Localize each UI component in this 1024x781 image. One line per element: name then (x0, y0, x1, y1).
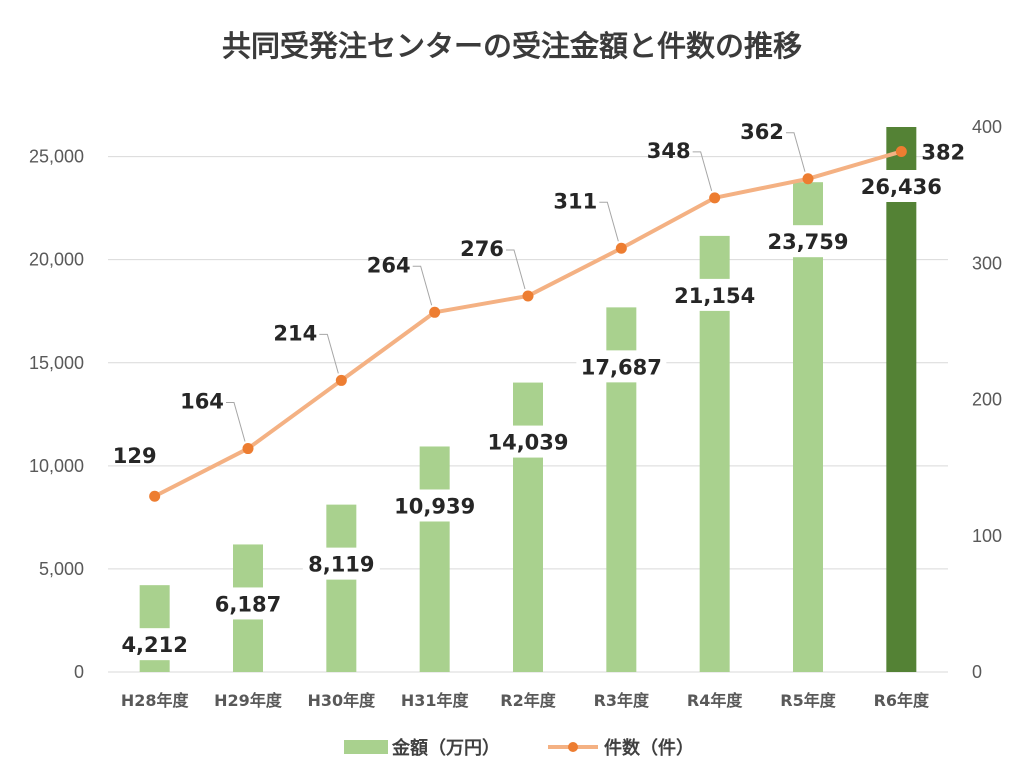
bar-data-label-bg (302, 547, 380, 580)
bar-data-label-bg (116, 628, 194, 661)
line-point (895, 146, 907, 158)
line-leader-lines (226, 132, 806, 442)
category-label: H29年度 (214, 691, 283, 710)
category-label: H31年度 (401, 691, 470, 710)
right-axis-tick-label: 300 (972, 253, 1002, 273)
bar (326, 504, 357, 672)
line-data-label: 214 (273, 321, 317, 345)
bar-data-label-bg (209, 587, 287, 620)
leader-line (506, 249, 526, 290)
line-point (149, 490, 161, 502)
bar-data-labels: 4,212 6,187 8,119 10,939 14,039 17,687 21,154 2… (116, 170, 947, 661)
bar (793, 182, 823, 672)
right-axis: 0 100 200 300 400 (972, 117, 1002, 682)
leader-line (226, 402, 246, 442)
line-point (709, 192, 721, 204)
bar-data-label: 6,187 (215, 592, 281, 616)
right-axis-tick-label: 0 (972, 662, 982, 682)
bar-data-label: 26,436 (861, 175, 942, 199)
left-axis-tick-label: 20,000 (29, 250, 84, 270)
line-data-label: 362 (740, 120, 784, 144)
line-point (802, 173, 814, 185)
bar-data-label: 21,154 (674, 284, 755, 308)
legend-line-label: 件数（件） (604, 737, 694, 759)
line-data-label: 276 (460, 237, 504, 261)
category-label: R5年度 (780, 691, 836, 710)
category-label: R4年度 (687, 691, 743, 710)
bar-data-label: 10,939 (394, 494, 475, 518)
bar (419, 446, 450, 672)
line-data-label: 348 (647, 139, 691, 163)
left-axis-tick-label: 10,000 (29, 456, 84, 476)
line-point (242, 443, 254, 455)
leader-line (412, 265, 433, 306)
leader-line (599, 201, 619, 242)
line-point (429, 306, 441, 318)
line-data-label: 129 (113, 444, 157, 468)
category-label: H28年度 (121, 691, 190, 710)
bar-data-label: 23,759 (767, 230, 848, 254)
bar-data-label-bg (483, 425, 573, 458)
bar-data-label-bg (389, 489, 480, 522)
left-axis-tick-label: 5,000 (39, 559, 84, 579)
right-axis-tick-label: 400 (972, 117, 1002, 137)
line-data-label: 264 (367, 253, 411, 277)
leader-line (786, 132, 806, 172)
left-axis-tick-label: 25,000 (29, 147, 84, 167)
line-point (335, 374, 347, 386)
left-axis-tick-label: 0 (74, 662, 84, 682)
left-axis-tick-label: 15,000 (29, 353, 84, 373)
category-labels: H28年度 H29年度 H30年度 H31年度 R2年度 R3年度 R4年度 R5年度 R6年度 (121, 691, 930, 710)
line-data-label: 311 (553, 189, 597, 213)
line-point (522, 290, 534, 302)
category-label: H30年度 (307, 691, 376, 710)
line-data-labels: 129 164 214 264 276 311 348 362 382 (113, 120, 965, 468)
bar (886, 127, 917, 672)
right-axis-tick-label: 100 (972, 526, 1002, 546)
bar-data-label: 4,212 (121, 633, 187, 657)
leader-line (692, 151, 713, 191)
leader-line (319, 333, 339, 374)
bar-data-label: 17,687 (581, 355, 662, 379)
bar-data-label-bg (763, 225, 853, 258)
bar-data-label-bg (576, 350, 667, 383)
line-data-label: 382 (921, 141, 965, 165)
bar-data-label: 8,119 (308, 553, 374, 577)
right-axis-tick-label: 200 (972, 390, 1002, 410)
bar-data-label-bg (669, 278, 760, 311)
legend-line-marker (568, 742, 578, 752)
category-label: R2年度 (500, 691, 556, 710)
line-series (149, 146, 907, 502)
legend-bar-swatch (344, 740, 388, 754)
line-point (615, 242, 627, 254)
bar-data-label: 14,039 (487, 431, 568, 455)
line-data-label: 164 (180, 390, 224, 414)
bar-data-label-bg (856, 170, 947, 202)
left-axis: 0 5,000 10,000 15,000 20,000 25,000 (29, 147, 84, 682)
chart-title: 共同受発注センターの受注金額と件数の推移 (222, 29, 802, 63)
legend-bar-label: 金額（万円） (391, 737, 500, 759)
category-label: R6年度 (874, 691, 930, 710)
bar-series (139, 127, 917, 672)
category-label: R3年度 (594, 691, 650, 710)
legend: 金額（万円） 件数（件） (344, 737, 694, 759)
